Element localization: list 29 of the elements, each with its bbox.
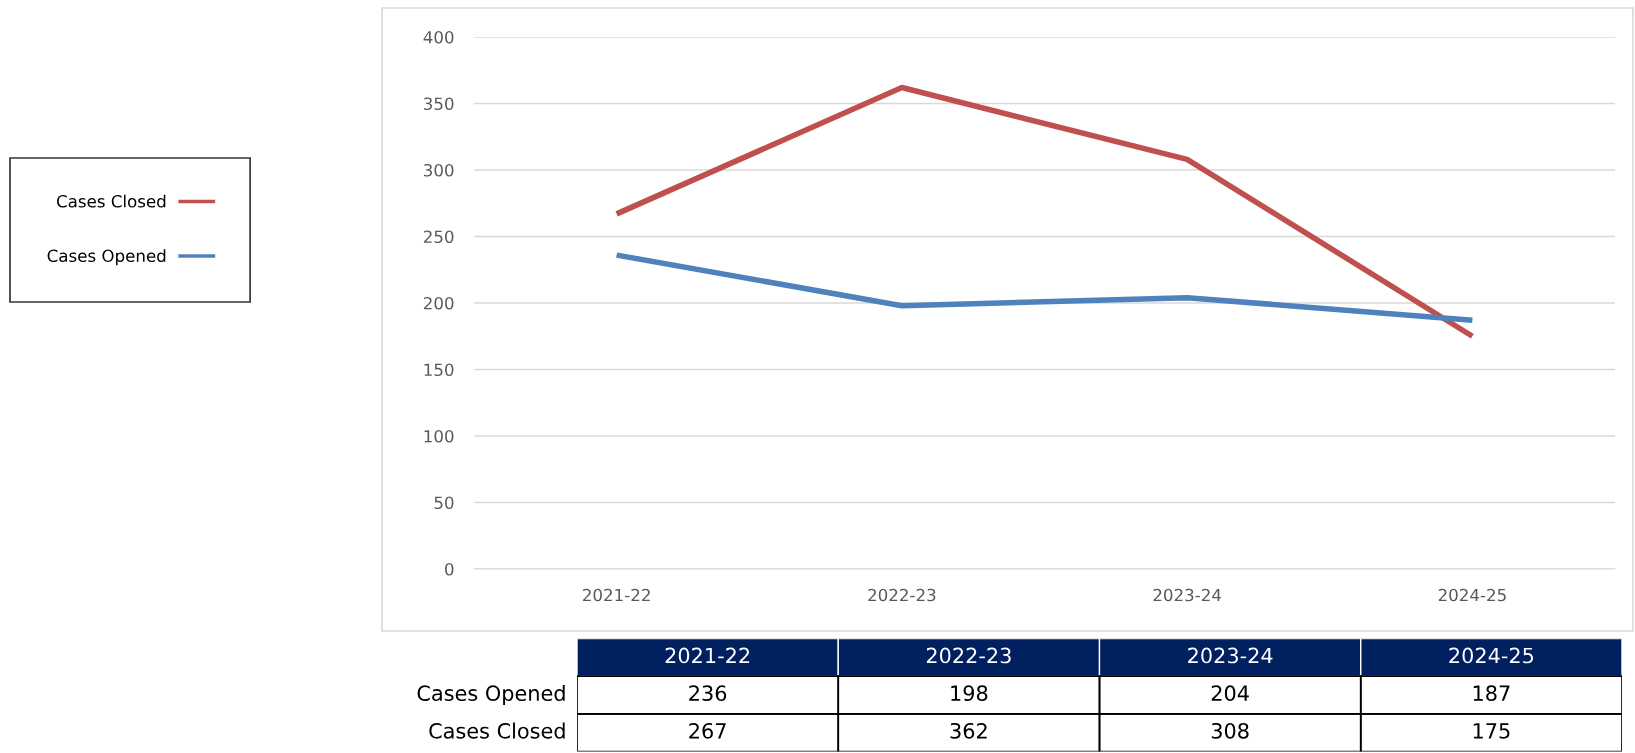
data-label: 236 <box>689 685 727 702</box>
data-label: 267 <box>689 722 726 739</box>
category-label: 2022-23 <box>926 647 1011 664</box>
x-tick-label: 2021-22 <box>583 588 650 602</box>
data-label: 308 <box>1211 722 1249 739</box>
text: Cases Closed <box>429 722 565 739</box>
x-tick-label: 2022-23 <box>868 588 936 602</box>
text: Cases Opened <box>417 684 565 706</box>
y-tick-label: 200 <box>423 296 454 310</box>
category-label: 2023-24 <box>1188 647 1273 664</box>
data-label: 198 <box>951 685 988 702</box>
y-tick-label: 0 <box>445 562 454 576</box>
y-tick-label: 300 <box>424 163 454 177</box>
legend-label: Cases Opened <box>47 249 166 266</box>
x-tick-label: 2023-24 <box>1153 588 1222 602</box>
y-tick-label: 350 <box>424 97 454 111</box>
legend-label: Cases Closed <box>56 194 166 208</box>
y-tick-label: 250 <box>423 230 454 244</box>
y-tick-label: 50 <box>434 496 454 510</box>
data-label: 187 <box>1473 685 1510 702</box>
y-tick-label: 150 <box>424 363 454 377</box>
data-label: 204 <box>1211 685 1249 702</box>
x-tick-label: 2024-25 <box>1438 588 1506 602</box>
data-label: 175 <box>1473 723 1510 739</box>
y-tick-label: 100 <box>424 429 454 443</box>
data-label: 362 <box>950 722 987 739</box>
y-tick-label: 400 <box>423 30 454 44</box>
category-label: 2024-25 <box>1449 647 1534 664</box>
category-label: 2021-22 <box>665 647 750 664</box>
